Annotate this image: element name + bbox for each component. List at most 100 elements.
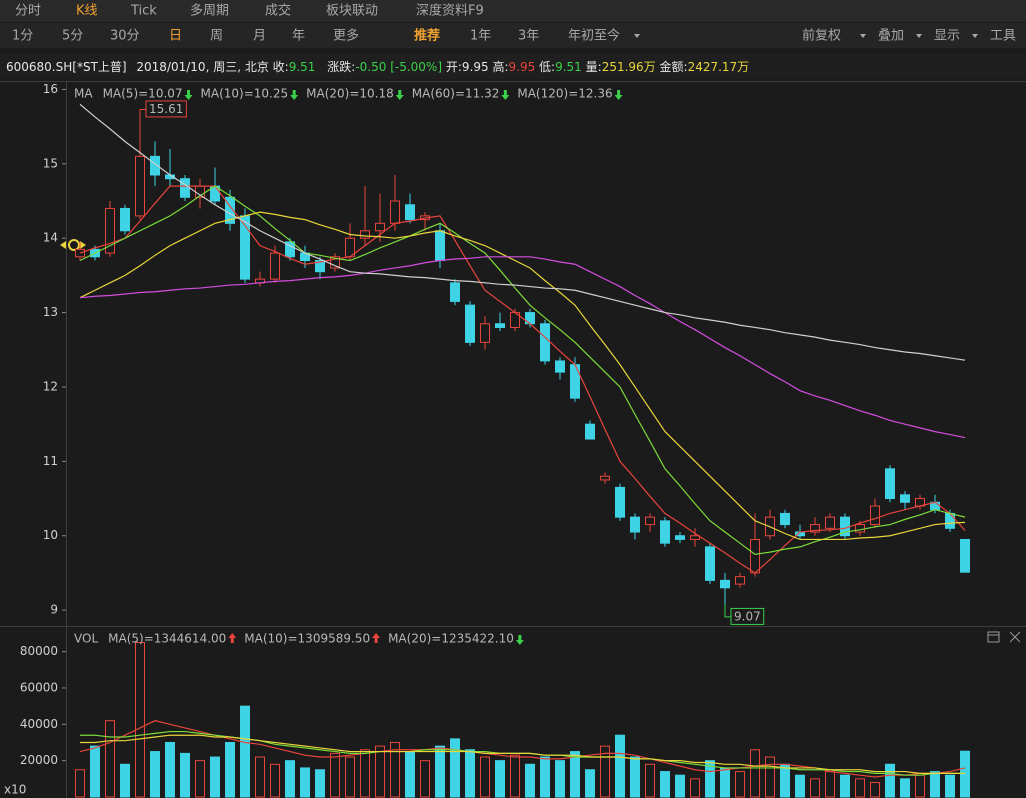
period[interactable]: 年	[292, 29, 305, 44]
ma-line	[79, 185, 966, 555]
label: 收:	[273, 60, 289, 74]
period[interactable]: 1分	[12, 29, 33, 44]
menu[interactable]: 前复权	[802, 28, 841, 44]
legend-arrow	[184, 90, 193, 100]
legend-entry: MA(20)=1235422.10	[388, 632, 514, 646]
volume-bar	[615, 734, 625, 798]
period[interactable]: 1年	[470, 29, 491, 44]
y-tick-label: 60000	[20, 680, 58, 694]
legend-arrow	[228, 633, 237, 643]
candle-body	[540, 323, 550, 362]
legend-entry: MA(5)=10.07	[103, 87, 183, 101]
candle-body	[270, 252, 280, 280]
period[interactable]: 更多	[333, 28, 359, 44]
candle-body	[945, 512, 955, 529]
candle-body	[885, 468, 895, 500]
menu[interactable]: 工具	[990, 29, 1016, 44]
y-tick-label: 10	[43, 528, 58, 542]
candle-body	[690, 535, 700, 540]
period[interactable]: 周	[210, 29, 223, 44]
marker	[80, 241, 86, 249]
volume-bar	[585, 769, 595, 798]
tab[interactable]: Tick	[130, 4, 157, 19]
candle-body	[375, 222, 385, 232]
candle-body	[120, 207, 130, 232]
volume-bar	[330, 752, 340, 798]
volume-bar	[750, 749, 760, 798]
info-bar	[0, 54, 1026, 79]
candle-body	[960, 538, 970, 573]
candle-body	[870, 505, 880, 526]
period[interactable]: 3年	[518, 29, 539, 44]
volume-bar	[780, 763, 790, 798]
candle-body	[465, 304, 475, 343]
menu[interactable]: 叠加	[878, 29, 904, 44]
volume-bar	[465, 749, 475, 798]
legend-entry: MA(20)=10.18	[306, 87, 394, 101]
menu[interactable]: 显示	[934, 29, 960, 44]
tab[interactable]: 深度资料F9	[416, 3, 484, 19]
period[interactable]: 年初至今	[568, 28, 620, 44]
candle-body	[180, 178, 190, 198]
volume-bar	[435, 745, 445, 798]
y-tick-label: 11	[43, 454, 58, 468]
volume-bar	[225, 741, 235, 798]
volume-bar	[240, 705, 250, 798]
period[interactable]: 推荐	[414, 28, 440, 44]
panel-icons	[987, 631, 1021, 643]
volume-bar	[255, 756, 265, 798]
close-icon[interactable]	[1009, 631, 1021, 643]
tab[interactable]: 分时	[15, 4, 41, 19]
candle-body	[105, 207, 115, 254]
volume-bar	[810, 778, 820, 798]
candle-body	[150, 155, 160, 176]
label: 开:	[446, 60, 462, 74]
leader	[139, 108, 146, 119]
volume-bar	[75, 769, 85, 798]
period-bar	[0, 23, 1026, 48]
amount: 2427.17万	[688, 60, 750, 74]
period[interactable]: 5分	[62, 29, 83, 44]
candle-body	[285, 241, 295, 258]
legend-entry: MA(5)=1344614.00	[108, 632, 226, 646]
dropdown-icon	[916, 34, 922, 38]
open: 9.95	[462, 60, 489, 74]
legend-arrow	[614, 90, 623, 100]
legend-entry: MA(10)=10.25	[201, 87, 289, 101]
volume-bar	[420, 760, 430, 798]
candle-body	[855, 524, 865, 533]
candle-body	[435, 230, 445, 262]
y-tick-label: 15	[43, 156, 58, 170]
tab[interactable]: 成交	[265, 3, 291, 19]
tab[interactable]: 板块联动	[326, 4, 378, 19]
volume-bar	[480, 756, 490, 798]
legend-entry: MA(120)=12.36	[517, 87, 612, 101]
ma-line	[79, 103, 966, 361]
volume-bar	[405, 751, 415, 798]
volume-bar	[180, 752, 190, 798]
volume-bar	[765, 756, 775, 798]
volume-bar	[690, 778, 700, 798]
tab[interactable]: 多周期	[190, 3, 229, 19]
period[interactable]: 30分	[110, 29, 140, 44]
close: 9.51	[289, 60, 316, 74]
volume-bar	[855, 778, 865, 798]
y-tick-label: 80000	[20, 644, 58, 658]
period[interactable]: 月	[253, 29, 266, 44]
label-box	[730, 607, 765, 625]
unit-label: x10	[4, 783, 26, 797]
maximize-icon[interactable]	[987, 631, 1000, 643]
y-tick-label: 16	[43, 82, 58, 96]
period[interactable]: 日	[169, 29, 182, 44]
candle-body	[360, 230, 370, 239]
tab[interactable]: K线	[76, 4, 98, 19]
candle-body	[450, 282, 460, 302]
candle-body	[405, 204, 415, 221]
cursor-marker	[60, 239, 86, 251]
legend-entry: MA(10)=1309589.50	[244, 632, 370, 646]
change-pct: [-5.00%]	[390, 60, 442, 74]
candle-body	[390, 200, 400, 224]
volume-bar	[495, 760, 505, 798]
volume-bar	[795, 774, 805, 798]
volume-bar	[930, 771, 940, 798]
